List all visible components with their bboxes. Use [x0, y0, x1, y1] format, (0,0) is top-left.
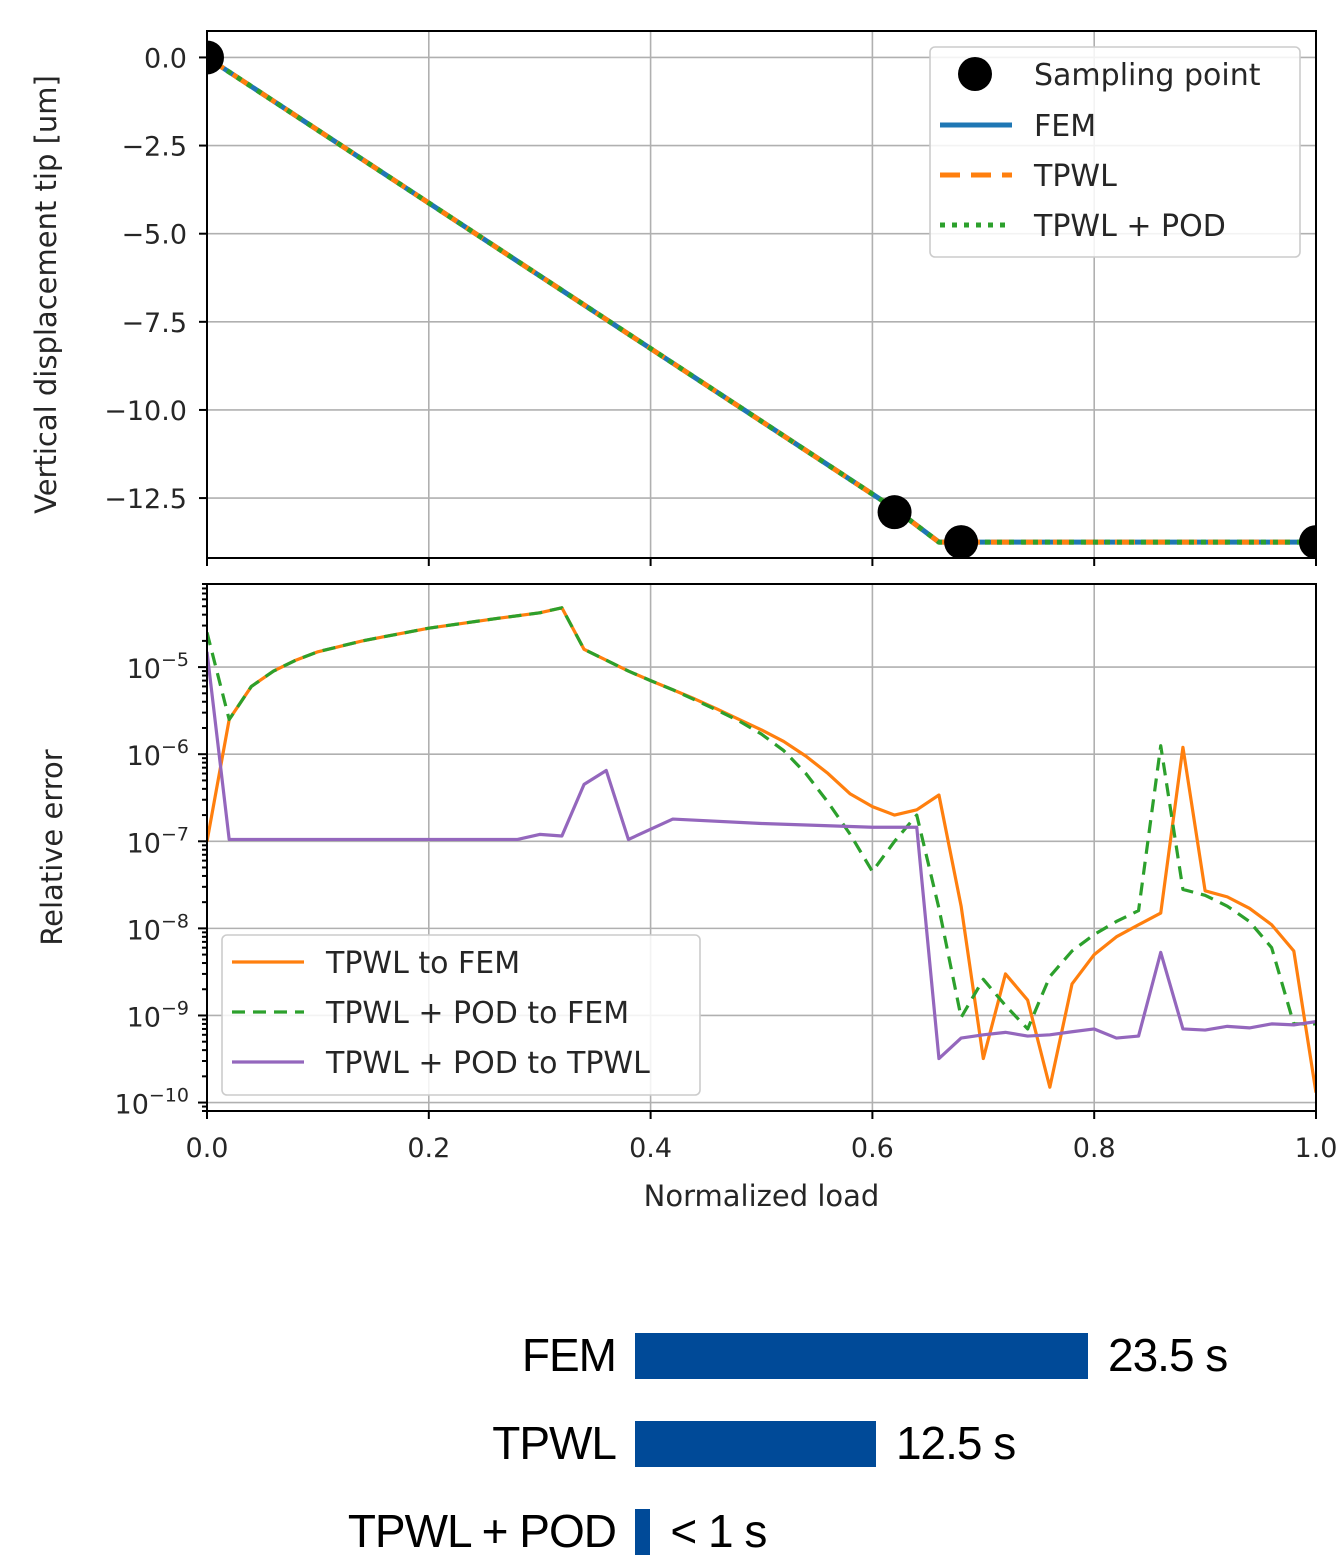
y-axis-label: Relative error	[35, 749, 69, 945]
timing-bar	[635, 1509, 651, 1555]
x-tick-label: 0.6	[851, 1133, 894, 1164]
y-tick-label: −5.0	[121, 220, 187, 251]
x-tick-label: 0.4	[629, 1133, 672, 1164]
series-line	[207, 651, 1316, 1061]
legend-label: TPWL + POD to TPWL	[325, 1046, 650, 1081]
sampling-point	[207, 40, 224, 75]
relative-error-plot: 0.0 0.2 0.4 0.6 0.8 1.0 10−5 10−6 10−7 10−8 10−9 10…	[35, 583, 1338, 1213]
timing-bar	[635, 1421, 876, 1467]
sampling-point	[944, 525, 979, 558]
y-tick-label: 10−9	[127, 997, 189, 1033]
x-tick-label: 0.8	[1073, 1133, 1116, 1164]
timing-row: TPWL 12.5 s	[0, 1413, 1342, 1473]
bar-value-label: 23.5 s	[1108, 1329, 1228, 1381]
legend-marker	[958, 57, 992, 91]
x-tick-label: 1.0	[1295, 1133, 1338, 1164]
sampling-point	[1299, 525, 1316, 558]
legend-box	[221, 934, 701, 1096]
figure-plots: 0.0 −2.5 −5.0 −7.5 −10.0 −12.5 Vertical displa…	[29, 30, 1338, 1213]
legend: Sampling point FEM TPWL TPWL + POD	[929, 46, 1301, 258]
legend-box	[929, 46, 1301, 258]
bar-value-label: < 1 s	[670, 1505, 767, 1557]
y-tick-label: −7.5	[121, 308, 187, 339]
plot-frame	[206, 583, 1317, 1112]
series-group	[207, 606, 1316, 1093]
x-axis-label: Normalized load	[644, 1179, 880, 1213]
bar-category-label: TPWL + POD	[347, 1505, 617, 1557]
legend-label: FEM	[1034, 109, 1096, 144]
legend-label: Sampling point	[1034, 58, 1261, 93]
y-axis-label: Vertical displacement tip [um]	[29, 75, 63, 514]
series-line	[207, 606, 1316, 1031]
y-tick-label: 10−8	[127, 910, 189, 946]
timing-row: FEM 23.5 s	[0, 1325, 1342, 1385]
series-line	[207, 55, 1316, 545]
legend-label: TPWL to FEM	[325, 946, 520, 981]
timing-bar-chart: FEM 23.5 s TPWL 12.5 s TPWL + POD < 1 s	[0, 1300, 1342, 1564]
y-tick-label: 10−6	[127, 736, 189, 772]
y-tick-label: 10−7	[127, 823, 189, 859]
plot-frame	[206, 30, 1317, 559]
y-tick-label: 0.0	[144, 43, 187, 74]
displacement-plot: 0.0 −2.5 −5.0 −7.5 −10.0 −12.5 Vertical displa…	[29, 30, 1317, 566]
timing-row: TPWL + POD < 1 s	[0, 1501, 1342, 1561]
bar-value-label: 12.5 s	[895, 1417, 1016, 1469]
legend-label: TPWL + POD to FEM	[325, 996, 629, 1031]
legend: TPWL to FEM TPWL + POD to FEM TPWL + POD t…	[221, 934, 701, 1096]
timing-bar	[635, 1333, 1088, 1379]
y-tick-label: −10.0	[104, 396, 187, 427]
sampling-point	[877, 495, 912, 530]
bar-category-label: FEM	[521, 1329, 617, 1381]
y-tick-label: −2.5	[121, 132, 187, 163]
y-tick-label: 10−5	[127, 649, 189, 685]
y-tick-label: −12.5	[104, 484, 187, 515]
x-tick-label: 0.2	[407, 1133, 450, 1164]
series-group	[207, 40, 1316, 558]
bar-category-label: TPWL	[492, 1417, 617, 1469]
legend-label: TPWL + POD	[1033, 209, 1226, 244]
legend-label: TPWL	[1033, 159, 1117, 194]
x-tick-label: 0.0	[186, 1133, 229, 1164]
y-tick-label: 10−10	[115, 1085, 189, 1121]
